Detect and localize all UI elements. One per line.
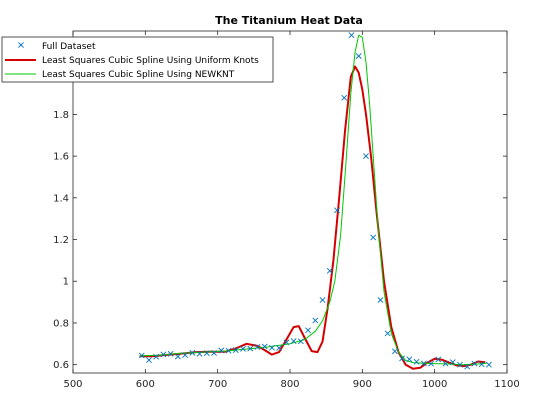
data-point-marker bbox=[232, 347, 239, 353]
data-point-marker bbox=[254, 344, 261, 350]
x-tick-label: 900 bbox=[353, 379, 372, 390]
data-point-marker bbox=[319, 297, 326, 303]
data-point-marker bbox=[341, 94, 348, 101]
data-point-marker bbox=[247, 345, 254, 352]
legend-entry-newknt: Least Squares Cubic Spline Using NEWKNT bbox=[5, 70, 235, 80]
data-point-marker bbox=[355, 53, 362, 59]
data-point-marker bbox=[240, 345, 246, 352]
data-point-marker bbox=[363, 153, 369, 160]
data-point-marker bbox=[485, 361, 492, 368]
x-tick-label: 700 bbox=[208, 379, 227, 390]
data-point-marker bbox=[211, 350, 217, 356]
data-point-marker bbox=[305, 327, 312, 334]
data-point-marker bbox=[146, 357, 152, 363]
series-layer bbox=[138, 32, 492, 370]
data-point-marker bbox=[276, 345, 283, 351]
data-point-marker bbox=[297, 338, 304, 345]
x-tick-label: 1100 bbox=[494, 379, 519, 390]
data-point-marker bbox=[189, 349, 196, 356]
chart-title: The Titanium Heat Data bbox=[215, 14, 363, 27]
data-point-marker bbox=[399, 355, 406, 362]
legend-box bbox=[1, 36, 274, 83]
data-point-marker bbox=[218, 347, 225, 354]
data-point-marker bbox=[406, 356, 413, 363]
y-tick-label: 0.6 bbox=[53, 360, 69, 371]
data-point-marker bbox=[449, 359, 456, 366]
data-point-marker bbox=[225, 347, 232, 354]
data-point-marker bbox=[457, 361, 463, 368]
data-point-marker bbox=[283, 339, 290, 346]
data-point-marker bbox=[391, 348, 398, 355]
data-point-marker bbox=[138, 352, 145, 359]
legend: Full Dataset Least Squares Cubic Spline … bbox=[1, 36, 274, 83]
legend-label-uniform-knots: Least Squares Cubic Spline Using Uniform… bbox=[42, 56, 259, 66]
data-point-marker bbox=[348, 32, 355, 39]
data-point-marker bbox=[471, 360, 478, 367]
data-point-marker bbox=[182, 352, 189, 358]
series-line-uniform-knots bbox=[139, 65, 486, 370]
y-tick-label: 1.4 bbox=[53, 193, 69, 204]
data-point-marker bbox=[203, 350, 210, 357]
data-point-marker bbox=[428, 360, 434, 367]
data-point-marker bbox=[312, 317, 319, 324]
data-point-marker bbox=[196, 350, 203, 357]
legend-label-newknt: Least Squares Cubic Spline Using NEWKNT bbox=[42, 70, 235, 80]
data-point-marker bbox=[174, 353, 181, 360]
series-line-newknt bbox=[139, 34, 487, 366]
x-tick-label: 800 bbox=[280, 379, 299, 390]
plot-area bbox=[73, 31, 507, 373]
data-point-marker bbox=[442, 360, 449, 367]
x-tick-label: 500 bbox=[63, 379, 82, 390]
data-point-marker bbox=[326, 267, 333, 274]
data-point-marker bbox=[167, 350, 174, 357]
y-tick-label: 1.6 bbox=[53, 152, 69, 163]
data-point-marker bbox=[290, 338, 297, 345]
x-tick-label: 600 bbox=[136, 379, 155, 390]
y-tick-label: 0.8 bbox=[53, 318, 69, 329]
legend-entry-uniform-knots: Least Squares Cubic Spline Using Uniform… bbox=[5, 56, 259, 66]
data-point-marker bbox=[160, 351, 167, 358]
data-point-marker bbox=[435, 356, 442, 363]
data-point-marker bbox=[268, 344, 275, 351]
data-point-marker bbox=[370, 234, 377, 241]
plot-frame bbox=[72, 30, 508, 374]
legend-marker-x-icon bbox=[18, 42, 24, 48]
data-point-marker bbox=[261, 343, 268, 350]
data-point-marker bbox=[413, 358, 420, 365]
data-point-marker bbox=[377, 297, 384, 303]
x-tick-label: 1000 bbox=[422, 379, 447, 390]
data-point-marker bbox=[464, 363, 471, 370]
data-point-marker bbox=[384, 330, 391, 337]
data-point-marker bbox=[153, 353, 160, 360]
legend-entry-full-dataset: Full Dataset bbox=[18, 42, 96, 52]
data-point-marker bbox=[334, 207, 340, 214]
y-tick-label: 1 bbox=[63, 277, 69, 288]
legend-label-full-dataset: Full Dataset bbox=[42, 42, 96, 52]
y-tick-label: 1.2 bbox=[53, 235, 69, 246]
y-tick-label: 1.8 bbox=[53, 110, 69, 121]
data-point-marker bbox=[420, 360, 427, 367]
data-point-marker bbox=[478, 361, 485, 368]
